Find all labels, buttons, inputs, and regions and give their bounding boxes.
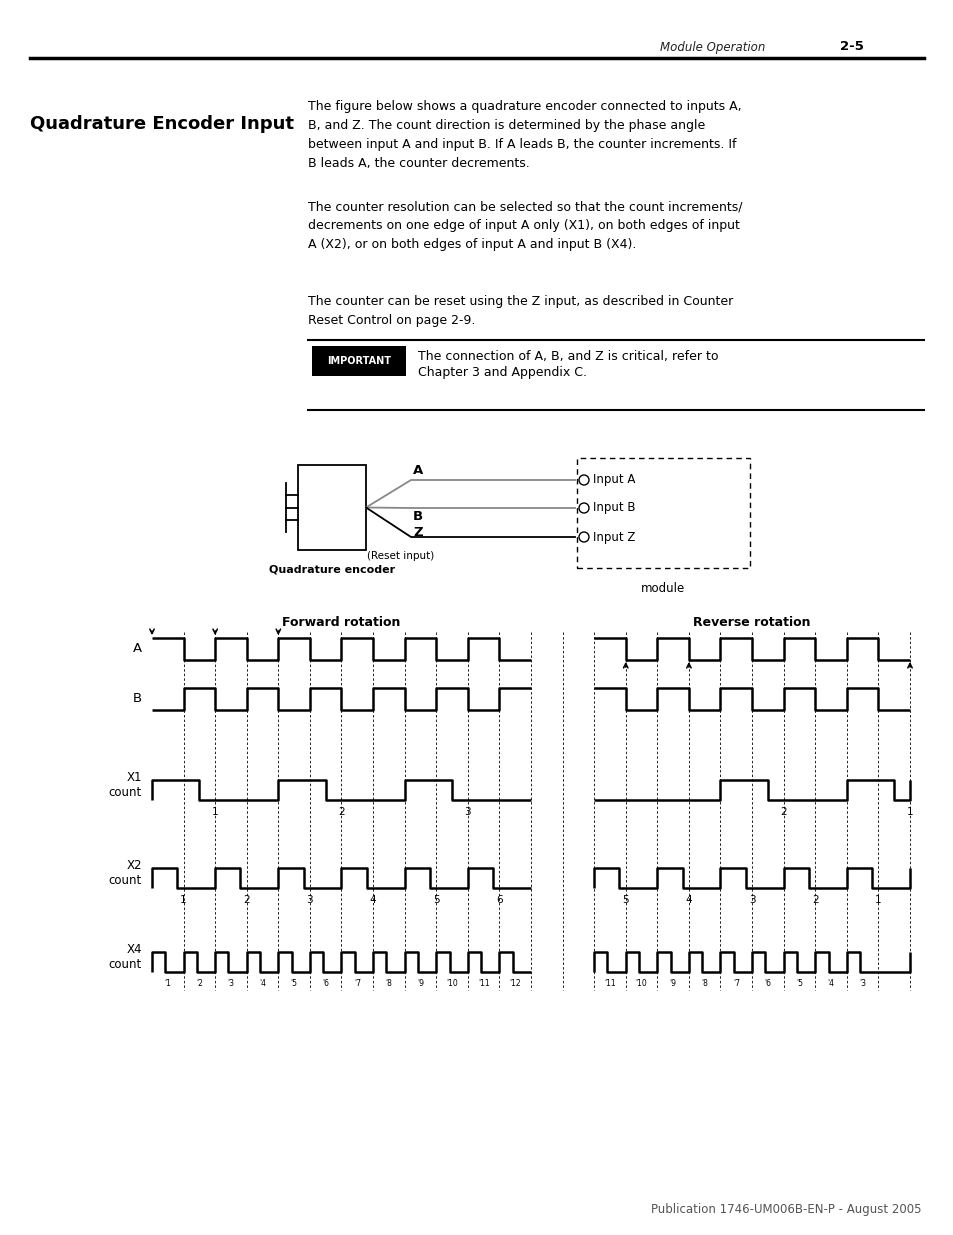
Text: 2-5: 2-5 (840, 41, 863, 53)
Text: X2
count: X2 count (109, 860, 142, 887)
Text: Chapter 3 and Appendix C.: Chapter 3 and Appendix C. (417, 366, 586, 379)
Text: '10: '10 (446, 979, 457, 988)
Text: '1: '1 (164, 979, 171, 988)
Bar (297, 466, 366, 550)
Text: IMPORTANT: IMPORTANT (327, 356, 391, 366)
Text: 3: 3 (748, 895, 755, 905)
Text: 6: 6 (496, 895, 502, 905)
Text: The counter resolution can be selected so that the count increments/
decrements : The counter resolution can be selected s… (308, 200, 741, 251)
Text: '12: '12 (509, 979, 520, 988)
Text: 1: 1 (874, 895, 881, 905)
Text: '7: '7 (354, 979, 360, 988)
Text: B: B (132, 693, 142, 705)
Text: '8: '8 (385, 979, 392, 988)
Text: '3: '3 (859, 979, 865, 988)
Text: Input B: Input B (593, 501, 635, 515)
Bar (577, 458, 749, 568)
Text: '4: '4 (259, 979, 266, 988)
Text: '10: '10 (635, 979, 647, 988)
Text: 2: 2 (243, 895, 250, 905)
Text: '5: '5 (291, 979, 297, 988)
Text: 2: 2 (780, 806, 786, 818)
Text: 1: 1 (905, 806, 912, 818)
Text: A: A (132, 642, 142, 656)
Text: '9: '9 (669, 979, 676, 988)
Text: '6: '6 (763, 979, 771, 988)
Text: 3: 3 (306, 895, 313, 905)
Text: The counter can be reset using the Z input, as described in Counter
Reset Contro: The counter can be reset using the Z inp… (308, 295, 733, 327)
Text: '3: '3 (227, 979, 234, 988)
Text: '5: '5 (795, 979, 802, 988)
Text: '6: '6 (322, 979, 329, 988)
Text: 1: 1 (212, 806, 218, 818)
Text: '7: '7 (732, 979, 739, 988)
Text: 4: 4 (370, 895, 376, 905)
Text: '8: '8 (700, 979, 707, 988)
Text: 2: 2 (811, 895, 818, 905)
Text: Forward rotation: Forward rotation (282, 616, 400, 630)
Text: 5: 5 (433, 895, 439, 905)
Text: Input Z: Input Z (593, 531, 635, 543)
Text: X4
count: X4 count (109, 944, 142, 971)
Bar (312, 346, 406, 375)
Text: 2: 2 (337, 806, 344, 818)
Text: The figure below shows a quadrature encoder connected to inputs A,
B, and Z. The: The figure below shows a quadrature enco… (308, 100, 740, 170)
Text: A: A (413, 464, 423, 478)
Text: 3: 3 (464, 806, 471, 818)
Text: '11: '11 (603, 979, 615, 988)
Text: Z: Z (413, 526, 422, 538)
Text: Quadrature encoder: Quadrature encoder (269, 564, 395, 574)
Text: Publication 1746-UM006B-EN-P - August 2005: Publication 1746-UM006B-EN-P - August 20… (651, 1203, 921, 1216)
Text: '9: '9 (416, 979, 423, 988)
Text: 4: 4 (685, 895, 692, 905)
Text: (Reset input): (Reset input) (367, 551, 435, 561)
Text: Reverse rotation: Reverse rotation (693, 616, 810, 630)
Text: module: module (640, 582, 685, 595)
Text: 5: 5 (621, 895, 628, 905)
Text: Quadrature Encoder Input: Quadrature Encoder Input (30, 115, 294, 133)
Text: B: B (413, 510, 423, 524)
Text: '2: '2 (195, 979, 203, 988)
Text: '4: '4 (826, 979, 834, 988)
Text: Input A: Input A (593, 473, 635, 487)
Text: '11: '11 (477, 979, 489, 988)
Text: X1
count: X1 count (109, 771, 142, 799)
Text: The connection of A, B, and Z is critical, refer to: The connection of A, B, and Z is critica… (417, 350, 718, 363)
Text: Module Operation: Module Operation (659, 41, 764, 53)
Text: 1: 1 (180, 895, 187, 905)
